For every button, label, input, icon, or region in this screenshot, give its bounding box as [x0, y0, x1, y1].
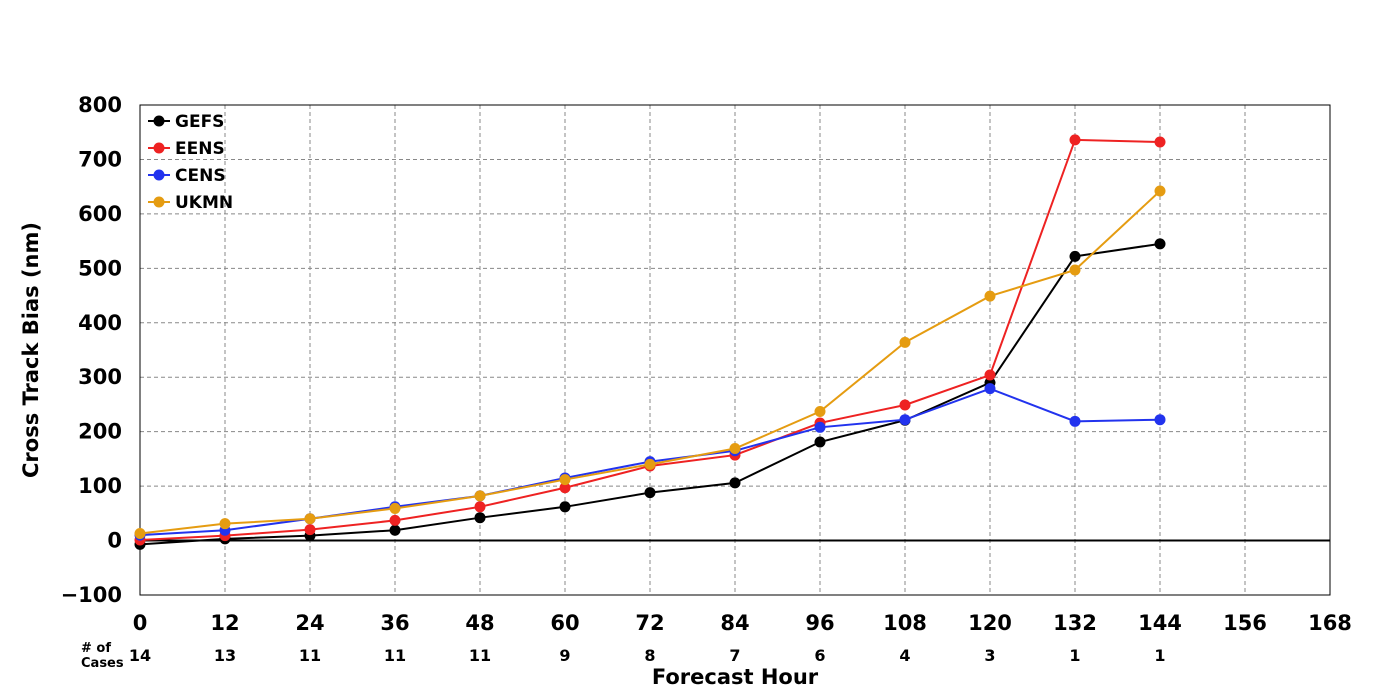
data-point-cens [1069, 415, 1081, 427]
case-count: 4 [899, 646, 910, 665]
legend-label: UKMN [175, 193, 233, 213]
y-tick-label: 400 [78, 311, 122, 335]
y-tick-label: 300 [78, 365, 122, 389]
data-point-gefs [644, 487, 656, 499]
data-point-cens [899, 414, 911, 426]
data-point-eens [1069, 134, 1081, 146]
x-tick-label: 36 [380, 611, 409, 635]
case-count: 3 [984, 646, 995, 665]
x-tick-label: 132 [1053, 611, 1097, 635]
case-count: 9 [559, 646, 570, 665]
x-tick-label: 156 [1223, 611, 1267, 635]
case-count: 8 [644, 646, 655, 665]
cases-row: 14 13 11 11 11 9 8 7 6 4 3 1 1 [129, 646, 1166, 665]
case-count: 1 [1069, 646, 1080, 665]
data-point-eens [304, 524, 316, 536]
x-tick-label: 72 [635, 611, 664, 635]
y-tick-label: 0 [107, 529, 122, 553]
data-point-eens [389, 514, 401, 526]
series-ukmn [134, 185, 1166, 539]
data-point-cens [1154, 414, 1166, 426]
y-tick-label: 800 [78, 93, 122, 117]
y-tick-labels: −100 0 100 200 300 400 500 600 700 800 [61, 93, 122, 607]
data-point-cens [814, 421, 826, 433]
legend-swatch-marker [153, 115, 165, 127]
data-point-ukmn [729, 443, 741, 455]
data-point-ukmn [219, 518, 231, 530]
legend-item-gefs: GEFS [148, 112, 224, 132]
x-tick-label: 144 [1138, 611, 1182, 635]
data-point-gefs [729, 477, 741, 489]
plot-frame [139, 104, 1331, 596]
x-tick-label: 84 [720, 611, 749, 635]
x-tick-label: 48 [465, 611, 494, 635]
legend-swatch-marker [153, 142, 165, 154]
case-count: 1 [1154, 646, 1165, 665]
data-point-gefs [389, 524, 401, 536]
y-tick-label: 700 [78, 147, 122, 171]
data-point-eens [559, 482, 571, 494]
x-tick-label: 12 [210, 611, 239, 635]
data-point-ukmn [304, 513, 316, 525]
case-count: 11 [384, 646, 406, 665]
y-tick-label: −100 [61, 583, 122, 607]
legend-swatch-marker [153, 196, 165, 208]
x-tick-label: 24 [295, 611, 324, 635]
series-line-ukmn [139, 190, 1161, 535]
x-tick-label: 168 [1308, 611, 1352, 635]
case-count: 11 [299, 646, 321, 665]
data-point-cens [984, 383, 996, 395]
data-point-gefs [1069, 250, 1081, 262]
data-point-ukmn [474, 490, 486, 502]
data-point-ukmn [984, 290, 996, 302]
data-point-eens [984, 369, 996, 381]
data-point-eens [899, 399, 911, 411]
legend-label: EENS [175, 139, 225, 159]
data-point-gefs [474, 512, 486, 524]
legend-item-eens: EENS [148, 139, 225, 159]
y-tick-label: 500 [78, 256, 122, 280]
x-tick-label: 120 [968, 611, 1012, 635]
y-tick-label: 200 [78, 420, 122, 444]
data-point-ukmn [389, 502, 401, 514]
data-point-ukmn [814, 406, 826, 418]
data-point-ukmn [1069, 264, 1081, 276]
data-point-gefs [814, 436, 826, 448]
legend-label: GEFS [175, 112, 224, 132]
legend-swatch-marker [153, 169, 165, 181]
data-point-ukmn [899, 336, 911, 348]
x-axis-label: Forecast Hour [652, 665, 819, 689]
grid-lines [140, 105, 1330, 595]
data-point-gefs [559, 501, 571, 513]
series-layer [134, 134, 1166, 550]
x-tick-label: 108 [883, 611, 927, 635]
data-point-eens [474, 501, 486, 513]
data-point-ukmn [134, 527, 146, 539]
data-point-gefs [1154, 238, 1166, 250]
case-count: 13 [214, 646, 236, 665]
data-point-ukmn [559, 474, 571, 486]
x-tick-label: 96 [805, 611, 834, 635]
y-tick-label: 100 [78, 474, 122, 498]
data-point-eens [1154, 136, 1166, 148]
legend-item-ukmn: UKMN [148, 193, 233, 213]
legend-label: CENS [175, 166, 226, 186]
case-count: 14 [129, 646, 151, 665]
data-point-ukmn [1154, 185, 1166, 197]
case-count: 7 [729, 646, 740, 665]
x-tick-labels: 0 12 24 36 48 60 72 84 96 108 120 132 144 156 168 [133, 611, 1352, 635]
y-axis-label: Cross Track Bias (nm) [19, 222, 43, 478]
legend-item-cens: CENS [148, 166, 226, 186]
legend: GEFS EENS CENS UKMN [148, 112, 233, 213]
cases-title: # of Cases [81, 641, 124, 671]
data-point-ukmn [644, 458, 656, 470]
x-tick-label: 60 [550, 611, 579, 635]
case-count: 6 [814, 646, 825, 665]
y-tick-label: 600 [78, 202, 122, 226]
x-tick-label: 0 [133, 611, 148, 635]
case-count: 11 [469, 646, 491, 665]
